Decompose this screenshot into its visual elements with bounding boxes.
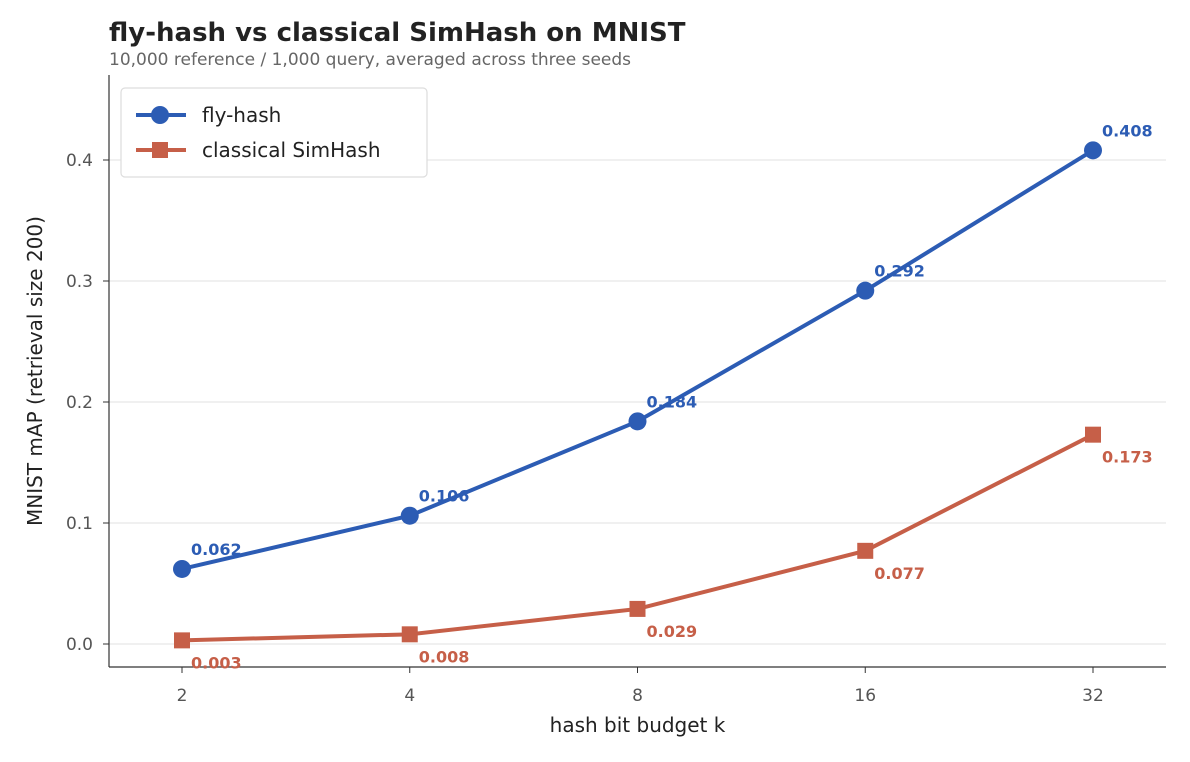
data-point <box>400 506 419 525</box>
data-label: 0.184 <box>647 392 698 411</box>
data-point <box>857 542 874 559</box>
data-label: 0.062 <box>191 540 242 559</box>
x-tick-label: 8 <box>632 686 643 706</box>
x-tick-label: 32 <box>1082 686 1104 706</box>
y-tick-label: 0.2 <box>66 393 93 413</box>
data-label: 0.173 <box>1102 448 1153 467</box>
data-label: 0.077 <box>874 564 925 583</box>
legend-label: classical SimHash <box>202 138 381 162</box>
data-point <box>629 600 646 617</box>
x-tick-label: 4 <box>404 686 415 706</box>
data-label: 0.408 <box>1102 121 1153 140</box>
y-axis-label: MNIST mAP (retrieval size 200) <box>23 216 47 526</box>
data-point <box>173 559 191 578</box>
x-tick-label: 2 <box>177 686 188 706</box>
x-axis-label: hash bit budget k <box>550 713 726 737</box>
data-point <box>174 632 190 649</box>
data-point <box>401 626 418 643</box>
data-point <box>628 412 647 431</box>
y-tick-label: 0.4 <box>66 151 93 171</box>
data-point <box>1085 426 1101 443</box>
data-label: 0.292 <box>874 262 925 281</box>
legend-label: fly-hash <box>202 103 281 127</box>
legend <box>120 87 428 178</box>
y-tick-label: 0.0 <box>66 635 93 655</box>
data-label: 0.003 <box>191 653 242 672</box>
legend-marker <box>152 142 168 158</box>
data-point <box>856 281 875 300</box>
y-tick-label: 0.3 <box>66 272 93 292</box>
data-label: 0.106 <box>419 487 470 506</box>
x-tick-label: 16 <box>854 686 876 706</box>
chart-subtitle: 10,000 reference / 1,000 query, averaged… <box>109 50 632 70</box>
data-label: 0.029 <box>647 622 698 641</box>
legend-marker <box>151 106 169 124</box>
chart-title: fly-hash vs classical SimHash on MNIST <box>109 18 686 48</box>
y-tick-label: 0.1 <box>66 514 93 534</box>
data-point <box>1084 141 1102 160</box>
data-label: 0.008 <box>419 647 470 666</box>
